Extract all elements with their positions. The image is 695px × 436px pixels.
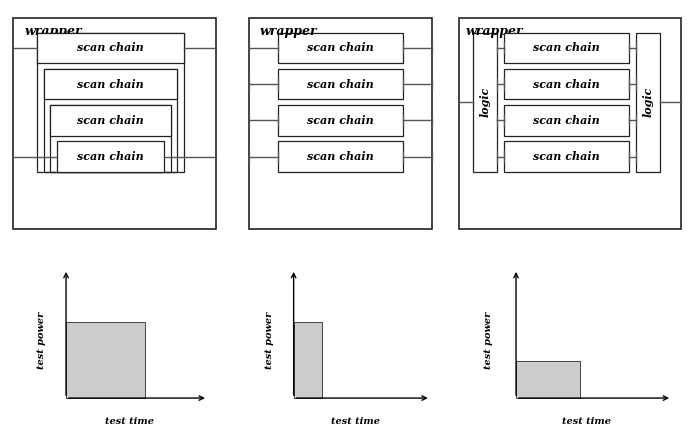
- Text: scan chain: scan chain: [533, 78, 600, 90]
- Text: scan chain: scan chain: [307, 78, 374, 90]
- Text: scan chain: scan chain: [307, 115, 374, 126]
- Text: scan chain: scan chain: [533, 115, 600, 126]
- Bar: [50, 105, 171, 172]
- Text: test power: test power: [265, 311, 274, 368]
- Bar: [44, 69, 177, 99]
- Text: test time: test time: [106, 417, 154, 426]
- Text: scan chain: scan chain: [307, 42, 374, 53]
- Bar: [278, 69, 403, 99]
- Bar: [278, 141, 403, 172]
- Bar: [516, 361, 580, 398]
- Text: wrapper: wrapper: [24, 24, 82, 37]
- Text: scan chain: scan chain: [77, 78, 144, 90]
- Bar: [504, 33, 629, 63]
- Text: scan chain: scan chain: [307, 151, 374, 162]
- Text: wrapper: wrapper: [466, 24, 523, 37]
- Bar: [294, 322, 322, 398]
- Text: logic: logic: [642, 87, 653, 117]
- Bar: [56, 141, 164, 172]
- Bar: [278, 33, 403, 63]
- Text: scan chain: scan chain: [533, 151, 600, 162]
- Bar: [278, 105, 403, 136]
- Text: wrapper: wrapper: [259, 24, 317, 37]
- Text: scan chain: scan chain: [77, 151, 144, 162]
- Text: logic: logic: [480, 87, 491, 117]
- Text: scan chain: scan chain: [77, 42, 144, 53]
- Bar: [66, 322, 145, 398]
- Bar: [473, 33, 497, 172]
- Bar: [44, 69, 177, 172]
- Bar: [504, 141, 629, 172]
- Bar: [504, 69, 629, 99]
- Bar: [504, 105, 629, 136]
- Bar: [249, 18, 432, 228]
- Bar: [636, 33, 660, 172]
- Bar: [37, 33, 183, 63]
- Text: test power: test power: [37, 311, 45, 368]
- Text: test time: test time: [562, 417, 611, 426]
- Text: test time: test time: [331, 417, 379, 426]
- Bar: [50, 105, 171, 136]
- Bar: [37, 33, 183, 172]
- Text: test power: test power: [484, 311, 493, 368]
- Text: scan chain: scan chain: [77, 115, 144, 126]
- Text: scan chain: scan chain: [533, 42, 600, 53]
